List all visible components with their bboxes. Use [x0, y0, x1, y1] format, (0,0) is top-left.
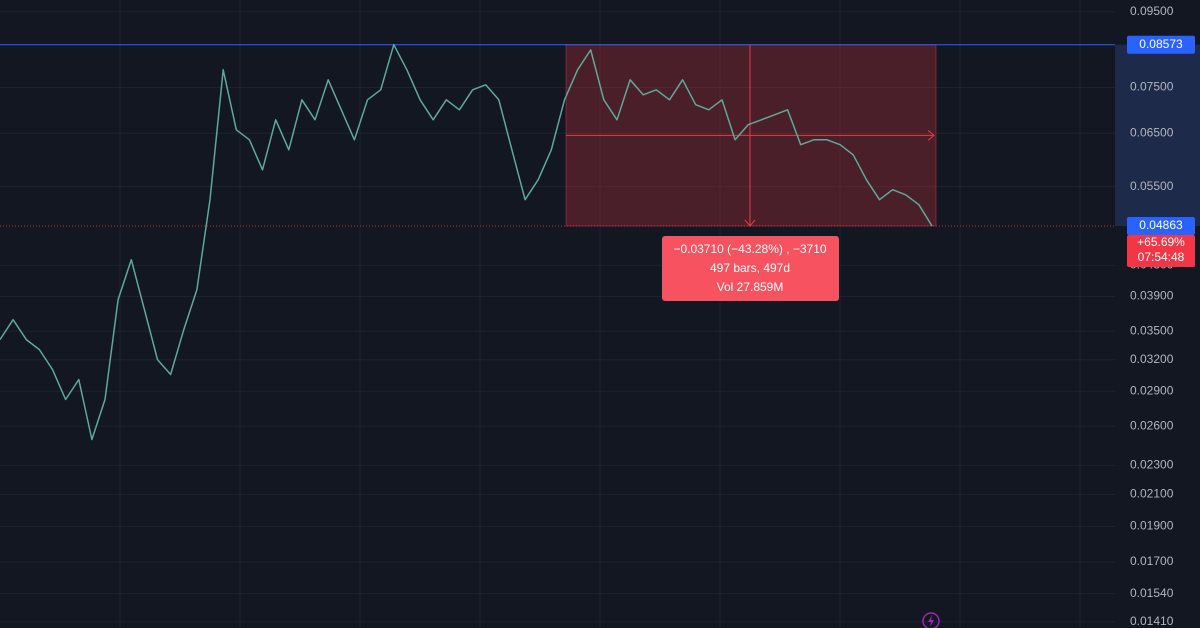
- measure-h-head: [927, 129, 935, 141]
- y-tick-label: 0.01540: [1130, 586, 1174, 600]
- measure-tool: [565, 44, 937, 227]
- y-tick-label: 0.09500: [1130, 4, 1174, 18]
- tooltip-volume: Vol 27.859M: [717, 280, 784, 294]
- tooltip-box: [662, 236, 839, 301]
- price-axis: 0.095000.075000.065000.055000.043000.039…: [1115, 4, 1200, 628]
- y-tick-label: 0.03900: [1130, 289, 1174, 303]
- current-tag-bg: [1127, 216, 1195, 235]
- price-line: [0, 43, 933, 441]
- high-tag-bg: [1127, 35, 1195, 54]
- y-tick-label: 0.06500: [1130, 125, 1174, 139]
- axis-highlight: [1115, 44, 1200, 226]
- tooltip-bars: 497 bars, 497d: [710, 261, 790, 275]
- y-tick-label: 0.02600: [1130, 418, 1174, 432]
- tooltip-change: −0.03710 (−43.28%) , −3710: [673, 242, 826, 256]
- y-tick-label: 0.02300: [1130, 458, 1174, 472]
- lightning-icon[interactable]: [922, 612, 940, 628]
- y-tick-label: 0.01700: [1130, 554, 1174, 568]
- measure-tooltip: −0.03710 (−43.28%) , −3710 497 bars, 497…: [662, 236, 839, 301]
- plot: [0, 43, 1115, 441]
- grid: [0, 0, 1115, 628]
- current-tag: 0.04863: [1139, 218, 1183, 232]
- y-tick-label: 0.01410: [1130, 614, 1174, 628]
- y-tick-label: 0.02100: [1130, 487, 1174, 501]
- icon-ring: [922, 612, 940, 628]
- y-tick-label: 0.03200: [1130, 352, 1174, 366]
- y-tick-label: 0.03500: [1130, 323, 1174, 337]
- y-tick-label: 0.02900: [1130, 383, 1174, 397]
- y-tick-label: 0.01900: [1130, 519, 1174, 533]
- countdown-tag: 07:54:48: [1138, 250, 1185, 264]
- y-tick-label: 0.05500: [1130, 179, 1174, 193]
- y-tick-label: 0.07500: [1130, 80, 1174, 94]
- icon-bolt: [928, 615, 934, 627]
- change-tag: +65.69%: [1137, 235, 1185, 249]
- high-tag: 0.08573: [1139, 37, 1183, 51]
- change-tag-bg: [1127, 234, 1195, 267]
